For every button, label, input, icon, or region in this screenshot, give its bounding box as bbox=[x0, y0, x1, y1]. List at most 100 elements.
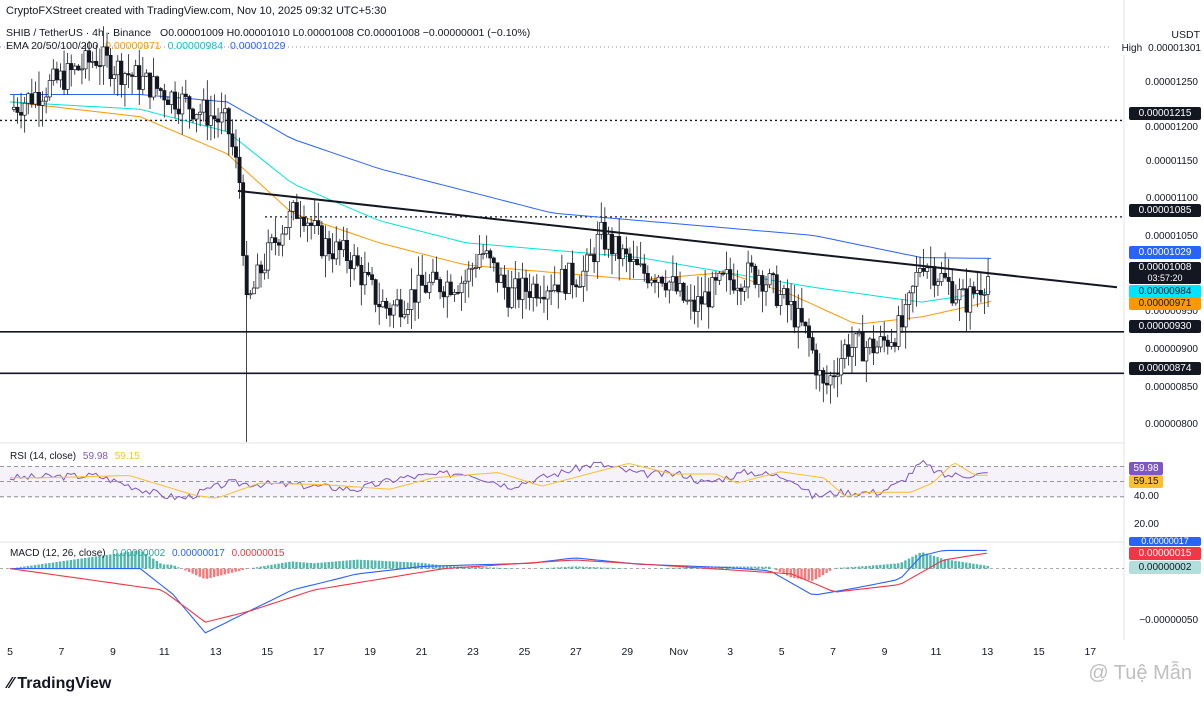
macd-histogram-bar bbox=[682, 567, 685, 569]
macd-histogram-bar bbox=[80, 558, 83, 569]
candle-body bbox=[90, 60, 95, 63]
macd-histogram-bar bbox=[263, 566, 266, 569]
macd-histogram-bar bbox=[581, 566, 585, 569]
macd-histogram-bar bbox=[44, 563, 48, 569]
rsi-value-label: 59.98 bbox=[1129, 462, 1163, 475]
price-scale-1150: 0.00001150 bbox=[1145, 156, 1198, 167]
macd-histogram-bar bbox=[184, 568, 187, 571]
x-axis-label: 17 bbox=[312, 646, 325, 658]
macd-histogram-bar bbox=[957, 561, 961, 569]
candle-body bbox=[191, 108, 195, 120]
macd-histogram-bar bbox=[614, 567, 617, 569]
candle-body bbox=[688, 299, 693, 302]
price-scale-1250: 0.00001250 bbox=[1145, 77, 1198, 88]
candle-body bbox=[764, 284, 768, 292]
macd-histogram-bar bbox=[438, 565, 441, 569]
x-axis-label: 3 bbox=[727, 646, 734, 658]
candle-body bbox=[721, 272, 725, 275]
macd-histogram-bar bbox=[972, 563, 975, 569]
candle-body bbox=[653, 279, 657, 283]
candle-body bbox=[47, 80, 52, 98]
macd-histogram-bar bbox=[320, 562, 323, 569]
macd-histogram-bar bbox=[230, 568, 234, 573]
macd-histogram-bar bbox=[843, 567, 846, 569]
candle-body bbox=[40, 100, 45, 106]
candle-body bbox=[456, 292, 460, 294]
candle-body bbox=[309, 222, 314, 226]
candle-body bbox=[986, 276, 991, 295]
candle-body bbox=[430, 271, 435, 283]
macd-histogram-bar bbox=[73, 559, 76, 569]
macd-histogram-bar bbox=[889, 563, 893, 569]
candle-body bbox=[542, 296, 546, 300]
candle-body bbox=[903, 304, 908, 328]
candle-body bbox=[287, 210, 292, 228]
macd-histogram-bar bbox=[922, 552, 925, 569]
candle-body bbox=[273, 237, 278, 244]
candle-body bbox=[259, 264, 263, 274]
candle-body bbox=[620, 248, 625, 260]
candle-body bbox=[559, 268, 564, 293]
macd-histogram-bar bbox=[954, 560, 957, 569]
candle-body bbox=[524, 277, 529, 292]
candle-body bbox=[298, 216, 303, 219]
candle-body bbox=[359, 264, 364, 286]
macd-histogram-bar bbox=[144, 553, 148, 569]
macd-histogram-bar bbox=[227, 568, 230, 574]
candle-body bbox=[742, 286, 747, 292]
candle-body bbox=[760, 275, 765, 292]
macd-histogram-bar bbox=[886, 564, 889, 569]
candle-body bbox=[312, 220, 317, 226]
macd-histogram-bar bbox=[689, 567, 692, 569]
macd-histogram-bar bbox=[141, 551, 144, 569]
candle-body bbox=[316, 220, 321, 227]
macd-histogram-bar bbox=[259, 566, 262, 569]
candle-body bbox=[875, 346, 879, 354]
candle-body bbox=[155, 76, 160, 89]
macd-histogram-bar bbox=[277, 563, 280, 569]
macd-histogram-bar bbox=[495, 567, 499, 569]
macd-histogram-bar bbox=[195, 568, 198, 576]
candle-body bbox=[94, 60, 99, 66]
candle-body bbox=[37, 91, 41, 106]
candle-body bbox=[165, 99, 170, 105]
candle-body bbox=[416, 274, 421, 303]
macd-histogram-bar bbox=[270, 564, 273, 569]
macd-histogram-bar bbox=[707, 566, 710, 569]
x-axis-label: 17 bbox=[1084, 646, 1097, 658]
macd-histogram-bar bbox=[402, 561, 406, 569]
candle-body bbox=[577, 286, 582, 288]
macd-histogram-bar bbox=[363, 559, 366, 569]
macd-histogram-bar bbox=[91, 556, 94, 569]
macd-histogram-bar bbox=[48, 563, 51, 569]
macd-histogram-bar bbox=[101, 555, 105, 569]
macd-histogram-bar bbox=[205, 568, 209, 579]
macd-histogram-bar bbox=[764, 566, 767, 569]
candle-body bbox=[889, 342, 894, 347]
candle-body bbox=[65, 63, 70, 90]
candle-body bbox=[660, 276, 665, 284]
candle-body bbox=[130, 74, 135, 77]
macd-line bbox=[10, 549, 987, 634]
macd-histogram-bar bbox=[803, 568, 807, 580]
macd-histogram-bar bbox=[900, 562, 903, 569]
macd-histogram-bar bbox=[223, 568, 227, 575]
candle-body bbox=[438, 279, 443, 293]
macd-hist-label: 0.00000002 bbox=[1129, 561, 1201, 574]
candle-body bbox=[925, 267, 930, 272]
macd-histogram-bar bbox=[596, 567, 599, 569]
candle-body bbox=[327, 238, 332, 255]
macd-histogram-bar bbox=[897, 563, 900, 569]
candle-body bbox=[388, 307, 392, 316]
ohlc-values: O0.00001009 H0.00001010 L0.00001008 C0.0… bbox=[160, 27, 531, 39]
candle-body bbox=[950, 281, 955, 304]
candle-body bbox=[341, 239, 346, 251]
macd-histogram-bar bbox=[556, 567, 560, 569]
candle-body bbox=[613, 236, 618, 255]
candle-body bbox=[867, 338, 872, 348]
candle-body bbox=[907, 292, 912, 305]
candle-body bbox=[506, 287, 511, 308]
candle-body bbox=[76, 65, 81, 71]
macd-histogram-bar bbox=[807, 568, 810, 581]
